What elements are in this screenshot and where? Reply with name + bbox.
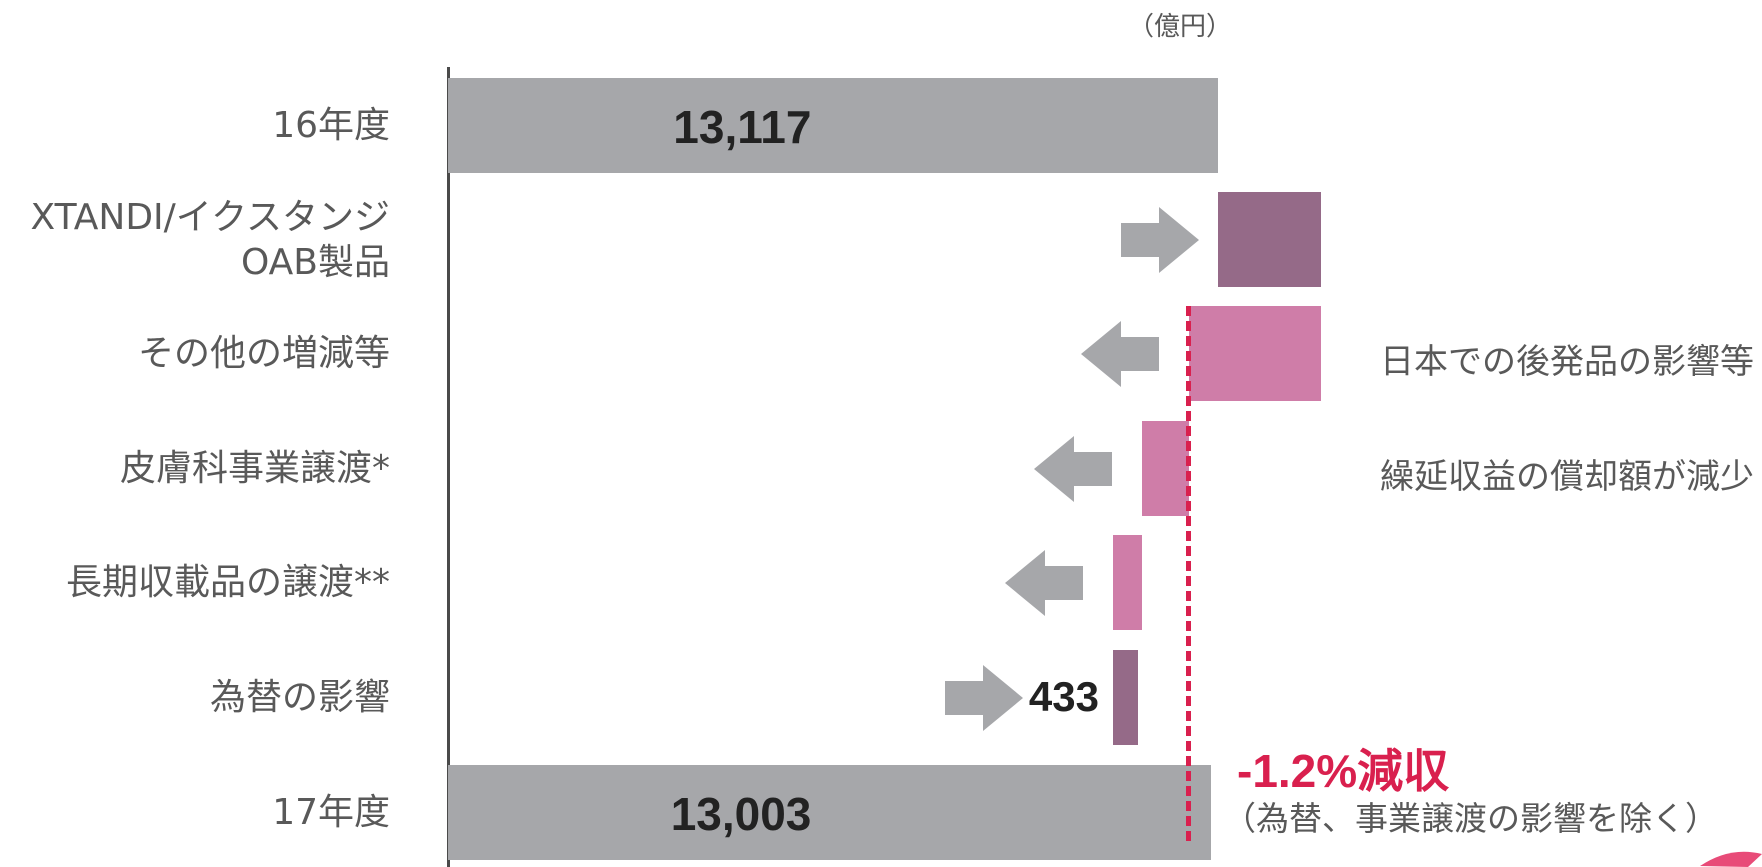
annotation-text: 日本での後発品の影響等 [1380, 342, 1754, 382]
category-label: 17年度 [272, 790, 390, 835]
arrow-left-icon [1080, 320, 1159, 387]
category-label: 為替の影響 [210, 675, 390, 720]
increase-bar [1112, 650, 1139, 745]
category-label-line: 17年度 [272, 792, 390, 833]
growth-headline: -1.2%減収 [1237, 745, 1450, 797]
bar-value-label: 13,003 [670, 788, 812, 840]
decrease-bar [1188, 306, 1322, 401]
brand-mark-icon [1700, 851, 1762, 867]
category-label-line: その他の増減等 [137, 333, 390, 374]
growth-headline-note: （為替、事業譲渡の影響を除く） [1223, 799, 1718, 838]
reference-dashed-line [1186, 306, 1191, 841]
arrow-left-icon [1033, 435, 1112, 502]
arrow-right-icon [944, 664, 1023, 731]
total-bar [448, 78, 1218, 173]
category-label: 16年度 [272, 103, 390, 148]
category-label-line: XTANDI/イクスタンジ [30, 196, 390, 238]
category-label: XTANDI/イクスタンジ OAB製品 [31, 195, 390, 285]
bar-value-label: 13,117 [673, 101, 812, 153]
category-label-line: 長期収載品の譲渡** [65, 562, 390, 603]
bar-value-label: 433 [1028, 673, 1099, 720]
category-label: 皮膚科事業譲渡* [120, 446, 390, 491]
category-label: その他の増減等 [138, 331, 390, 376]
total-bar [448, 765, 1212, 860]
category-label-line: 皮膚科事業譲渡* [119, 448, 390, 489]
decrease-bar [1112, 535, 1142, 630]
annotation-text: 繰延収益の償却額が減少 [1380, 457, 1754, 497]
arrow-left-icon [1004, 549, 1083, 616]
category-axis-line [447, 67, 450, 867]
decrease-bar [1141, 421, 1189, 516]
category-label-line: 16年度 [272, 105, 390, 146]
increase-bar [1218, 192, 1322, 287]
category-label: 長期収載品の譲渡** [66, 560, 390, 605]
arrow-right-icon [1121, 206, 1199, 273]
category-label-line: 為替の影響 [209, 677, 390, 718]
category-label-line: OAB製品 [240, 241, 390, 283]
unit-label: （億円） [1128, 12, 1233, 42]
